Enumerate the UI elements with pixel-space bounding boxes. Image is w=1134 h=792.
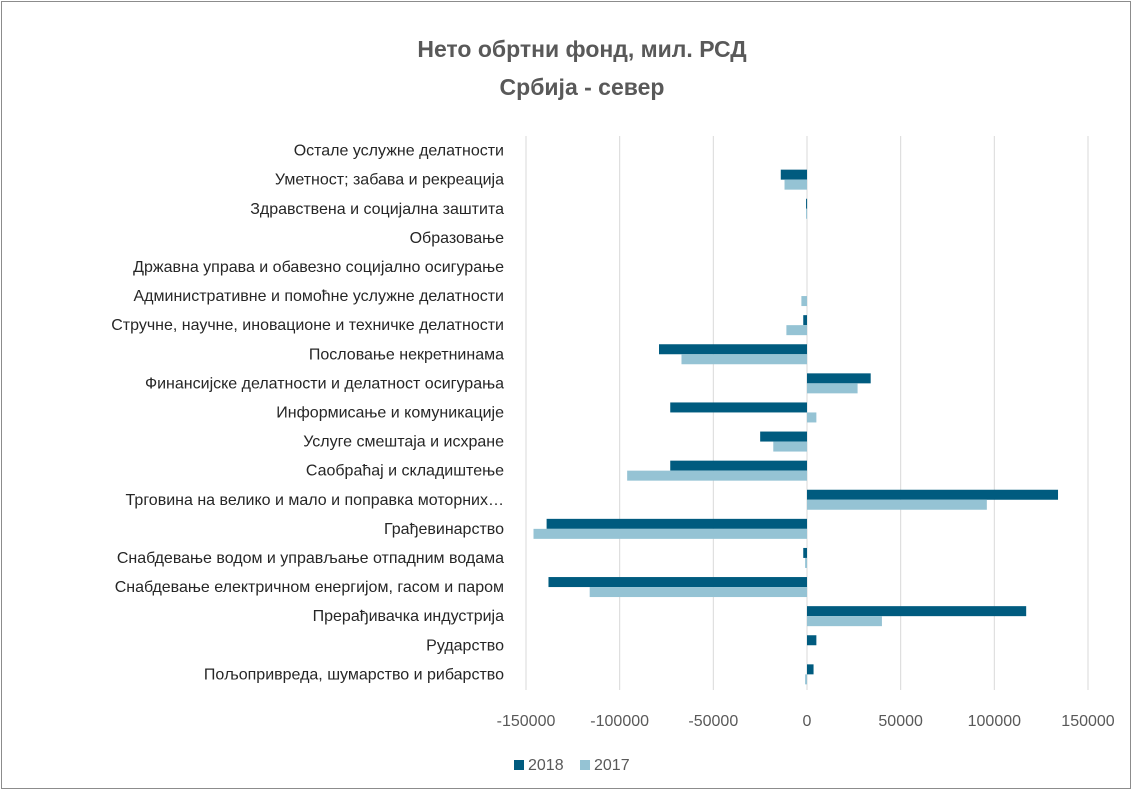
bar-2018 [760, 431, 807, 442]
bar-2017 [806, 208, 808, 219]
category-label: Рударство [426, 637, 504, 654]
bar-2018 [546, 518, 807, 529]
category-label: Пољопривреда, шумарство и рибарство [204, 666, 504, 683]
category-label: Стручне, научне, иновационе и техничке д… [111, 317, 504, 334]
x-tick-labels: -150000 -100000 -50000 0 50000 100000 150000 [497, 713, 1115, 730]
legend-swatch-2017 [580, 760, 590, 770]
bar-2017 [784, 179, 807, 190]
x-tick-label: -100000 [590, 713, 649, 730]
category-label: Државна управа и обавезно социјално осиг… [133, 259, 504, 276]
legend-label-2018: 2018 [528, 757, 564, 774]
bar-2018 [807, 664, 814, 675]
category-label: Снабдевање водом и управљање отпадним во… [117, 550, 504, 567]
category-label: Здравствена и социјална заштита [250, 201, 504, 218]
bar-2018 [780, 169, 807, 180]
bar-2018 [807, 635, 817, 646]
category-label: Грађевинарство [384, 521, 504, 538]
bar-2018 [807, 489, 1059, 500]
bar-2018 [659, 344, 807, 355]
bar-2017 [805, 674, 807, 685]
chart-title: Нето обртни фонд, мил. РСД [417, 36, 746, 62]
bar-2018 [807, 606, 1027, 617]
bar-2017 [807, 499, 987, 510]
bar-2017 [589, 587, 807, 598]
x-tick-label: 100000 [968, 713, 1021, 730]
bar-2017 [533, 528, 807, 539]
bar-2018 [548, 577, 807, 588]
x-tick-label: 50000 [878, 713, 923, 730]
x-tick-label: 150000 [1061, 713, 1114, 730]
x-tick-label: -150000 [497, 713, 556, 730]
bar-2018 [803, 315, 807, 326]
category-label: Остале услужне делатности [294, 143, 504, 160]
x-tick-label: -50000 [688, 713, 738, 730]
bar-2017 [807, 383, 858, 394]
bar-2017 [801, 296, 807, 307]
x-tick-label: 0 [803, 713, 812, 730]
bar-2017 [773, 441, 807, 452]
category-label: Информисање и комуникације [276, 404, 504, 421]
category-label: Пословање некретнинама [309, 346, 504, 363]
category-label: Прерађивачка индустрија [313, 608, 504, 625]
legend: 2018 2017 [514, 757, 630, 774]
bar-2017 [786, 325, 807, 336]
category-label: Саобраћај и складиштење [306, 463, 504, 480]
bars [533, 169, 1059, 685]
bar-2017 [807, 616, 882, 627]
legend-swatch-2018 [514, 760, 524, 770]
bar-2018 [803, 547, 807, 558]
bar-2018 [807, 373, 871, 384]
category-label: Услуге смештаја и исхране [303, 434, 504, 451]
bar-2017 [681, 354, 807, 365]
bar-2018 [670, 460, 807, 471]
category-label: Снабдевање електричном енергијом, гасом … [115, 579, 504, 596]
chart-subtitle: Србија - север [500, 74, 665, 100]
legend-label-2017: 2017 [594, 757, 630, 774]
bar-2017 [805, 557, 807, 568]
bar-2018 [806, 198, 808, 209]
category-labels: Остале услужне делатности Уметност; забав… [111, 143, 504, 684]
category-label: Административне и помоћне услужне делатн… [134, 288, 505, 305]
category-label: Трговина на велико и мало и поправка мот… [126, 492, 504, 509]
category-label: Уметност; забава и рекреација [275, 172, 504, 189]
gridlines [525, 136, 1089, 690]
bar-2018 [670, 402, 807, 413]
bar-2017 [807, 412, 817, 423]
category-label: Финансијске делатности и делатност осигу… [145, 375, 504, 392]
bar-2017 [627, 470, 807, 481]
category-label: Образовање [410, 230, 505, 247]
